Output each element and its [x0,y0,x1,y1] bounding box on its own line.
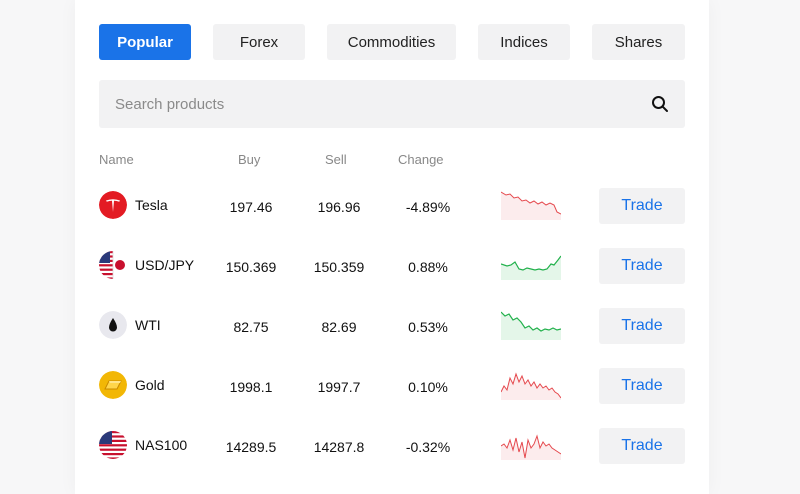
table-row: Tesla 197.46 196.96 -4.89% Trade [99,178,685,234]
sell-price: 1997.7 [317,379,361,395]
table-row: USD/JPY 150.369 150.359 0.88% Trade [99,238,685,294]
trade-button[interactable]: Trade [599,188,685,224]
change-percent: 0.88% [408,259,448,275]
product-name: USD/JPY [135,257,195,273]
sell-price: 82.69 [321,319,357,335]
column-header-buy: Buy [238,152,261,167]
trade-button[interactable]: Trade [599,308,685,344]
us-flag-icon [99,431,127,459]
tesla-logo-icon [99,191,127,219]
column-header-name: Name [99,152,134,167]
oil-drop-icon [99,311,127,339]
column-header-change: Change [398,152,444,167]
sparkline-chart [501,311,561,340]
sparkline-chart [501,372,561,400]
tab-commodities[interactable]: Commodities [327,24,456,60]
trade-button[interactable]: Trade [599,248,685,284]
sell-price: 196.96 [317,199,361,215]
sell-price: 150.359 [313,259,365,275]
change-percent: -4.89% [405,199,451,215]
trade-button[interactable]: Trade [599,428,685,464]
search-icon[interactable] [651,95,669,113]
markets-panel: Popular Forex Commodities Indices Shares… [75,0,709,494]
change-percent: -0.32% [405,439,451,455]
product-name: WTI [135,317,161,333]
gold-bar-icon [99,371,127,399]
category-tabs: Popular Forex Commodities Indices Shares [99,24,685,60]
product-name: Gold [135,377,165,393]
column-header-sell: Sell [325,152,347,167]
product-name: NAS100 [135,437,188,453]
tab-forex[interactable]: Forex [213,24,305,60]
buy-price: 14289.5 [225,439,277,455]
table-row: WTI 82.75 82.69 0.53% Trade [99,298,685,354]
tab-popular[interactable]: Popular [99,24,191,60]
search-bar [99,80,685,128]
buy-price: 1998.1 [229,379,273,395]
sparkline-chart [501,255,561,280]
buy-price: 150.369 [225,259,277,275]
sparkline-chart [501,434,561,460]
sell-price: 14287.8 [313,439,365,455]
us-japan-flag-icon [99,251,127,279]
sparkline-chart [501,191,561,220]
table-header: Name Buy Sell Change [99,152,685,172]
change-percent: 0.10% [408,379,448,395]
table-row: Gold 1998.1 1997.7 0.10% Trade [99,358,685,414]
buy-price: 82.75 [233,319,269,335]
change-percent: 0.53% [408,319,448,335]
trade-button[interactable]: Trade [599,368,685,404]
buy-price: 197.46 [229,199,273,215]
table-row: NAS100 14289.5 14287.8 -0.32% Trade [99,418,685,474]
tab-shares[interactable]: Shares [592,24,685,60]
search-input[interactable] [99,80,639,128]
product-name: Tesla [135,197,168,213]
tab-indices[interactable]: Indices [478,24,570,60]
